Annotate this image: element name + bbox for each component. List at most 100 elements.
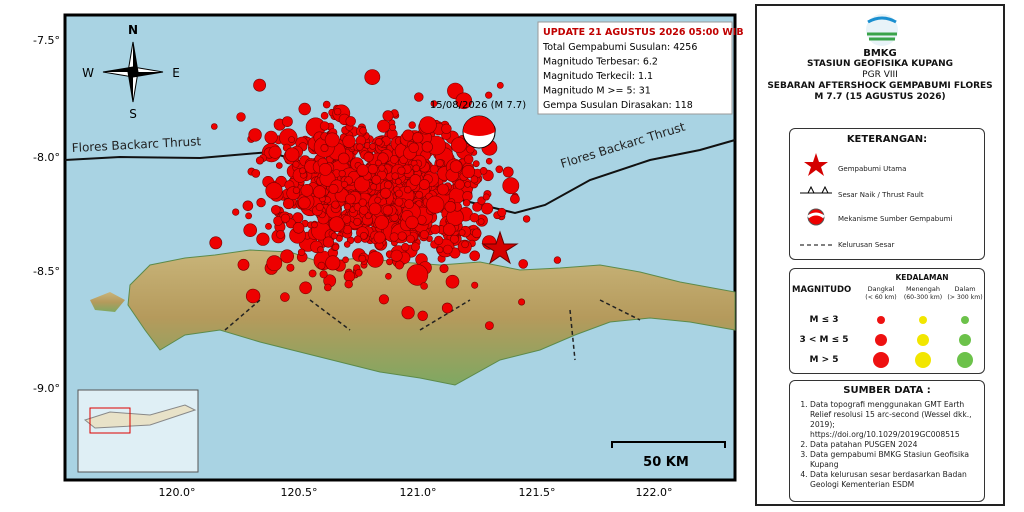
info-line: Magnitudo Terkecil: 1.1	[543, 71, 653, 82]
aftershock	[363, 151, 374, 163]
legend-panel: BMKG STASIUN GEOFISIKA KUPANG PGR VIII S…	[755, 4, 1005, 506]
aftershock	[437, 183, 449, 196]
aftershock	[442, 244, 453, 255]
lat-label: -9.0°	[33, 382, 60, 395]
aftershock	[364, 212, 372, 220]
aftershock	[479, 167, 488, 175]
aftershock	[412, 164, 420, 173]
depth-name: Menengah	[905, 285, 941, 293]
panel-title: SEBARAN AFTERSHOCK GEMPABUMI FLORES	[767, 81, 993, 91]
info-update: UPDATE 21 AGUSTUS 2026 05:00 WIB	[543, 27, 744, 38]
region: PGR VIII	[862, 70, 898, 80]
depth-name: Dalam	[954, 285, 976, 293]
aftershock	[418, 179, 430, 190]
aftershock	[256, 232, 270, 246]
aftershock	[397, 231, 407, 241]
scale-bar	[611, 441, 726, 448]
aftershock	[454, 179, 465, 190]
aftershock	[317, 246, 324, 254]
aftershock	[292, 222, 305, 234]
aftershock	[377, 119, 391, 133]
fault-label: Flores Backarc Thrust	[71, 134, 201, 155]
aftershock	[343, 241, 351, 248]
aftershock	[395, 189, 403, 198]
aftershock	[518, 298, 526, 306]
compass-w: W	[82, 66, 94, 80]
aftershock	[358, 254, 367, 263]
magnitude-dot	[915, 352, 931, 368]
source-item: Data gempabumi BMKG Stasiun Geofisika Ku…	[810, 450, 978, 470]
aftershock	[322, 236, 335, 248]
aftershock	[331, 200, 340, 209]
aftershock	[445, 274, 460, 289]
panel-subtitle: M 7.7 (15 AGUSTUS 2026)	[814, 92, 946, 102]
aftershock	[502, 166, 514, 178]
aftershock	[359, 126, 367, 135]
aftershock	[285, 147, 300, 162]
aftershock	[441, 302, 453, 314]
info-line: Gempa Susulan Dirasakan: 118	[543, 100, 693, 111]
aftershock	[356, 143, 364, 151]
magnitude-heading: MAGNITUDO	[792, 285, 852, 295]
aftershock	[299, 167, 306, 175]
legend-item: Mekanisme Sumber Gempabumi	[838, 215, 953, 223]
aftershock	[412, 132, 424, 144]
aftershock	[455, 92, 473, 110]
aftershock	[320, 144, 329, 153]
aftershock	[353, 217, 362, 226]
legend-item: Sesar Naik / Thrust Fault	[838, 191, 924, 199]
aftershock	[319, 121, 330, 131]
aftershock	[256, 197, 266, 208]
aftershock	[484, 321, 494, 330]
aftershock	[415, 190, 424, 199]
legend-heading: KETERANGAN:	[846, 134, 928, 145]
aftershock	[320, 111, 329, 120]
aftershock	[442, 223, 456, 236]
aftershock	[268, 145, 282, 159]
aftershock	[299, 281, 312, 295]
lat-label: -8.5°	[33, 265, 60, 278]
magnitude-row: M ≤ 3	[809, 315, 839, 325]
aftershock	[338, 170, 346, 178]
depth-range: (< 60 km)	[865, 294, 897, 301]
lineament	[224, 299, 641, 361]
aftershock	[439, 264, 449, 274]
aftershock	[298, 102, 311, 116]
aftershock	[495, 165, 504, 174]
aftershock	[386, 258, 393, 266]
aftershock	[401, 306, 415, 320]
aftershock	[395, 178, 402, 185]
aftershock	[464, 154, 474, 164]
lon-label: 121.5°	[519, 486, 556, 499]
aftershock	[409, 174, 422, 186]
aftershock	[366, 251, 384, 268]
info-line: Magnitudo M >= 5: 31	[543, 86, 651, 97]
aftershock	[391, 172, 399, 180]
aftershock	[471, 228, 482, 239]
aftershock	[280, 292, 290, 302]
aftershock	[318, 162, 332, 176]
aftershock	[383, 180, 393, 190]
aftershock	[323, 283, 332, 292]
aftershock	[497, 207, 507, 217]
aftershock	[353, 176, 370, 193]
aftershock	[416, 215, 427, 225]
info-box	[537, 21, 733, 115]
lon-label: 121.0°	[400, 486, 437, 499]
aftershock	[394, 197, 404, 207]
magnitude-box: MAGNITUDO KEDALAMAN Dangkal (< 60 km) Mene…	[789, 268, 985, 374]
aftershock	[368, 202, 382, 216]
aftershock	[354, 268, 363, 277]
aftershock	[232, 208, 240, 216]
aftershock	[382, 205, 393, 216]
aftershock	[265, 222, 272, 230]
aftershock	[375, 138, 383, 146]
aftershock	[280, 249, 294, 264]
aftershock	[429, 164, 439, 174]
aftershock	[279, 128, 298, 147]
scale-label: 50 KM	[643, 455, 689, 470]
inset-frame	[89, 407, 131, 434]
aftershock	[332, 243, 340, 251]
aftershock-dots	[209, 69, 562, 330]
